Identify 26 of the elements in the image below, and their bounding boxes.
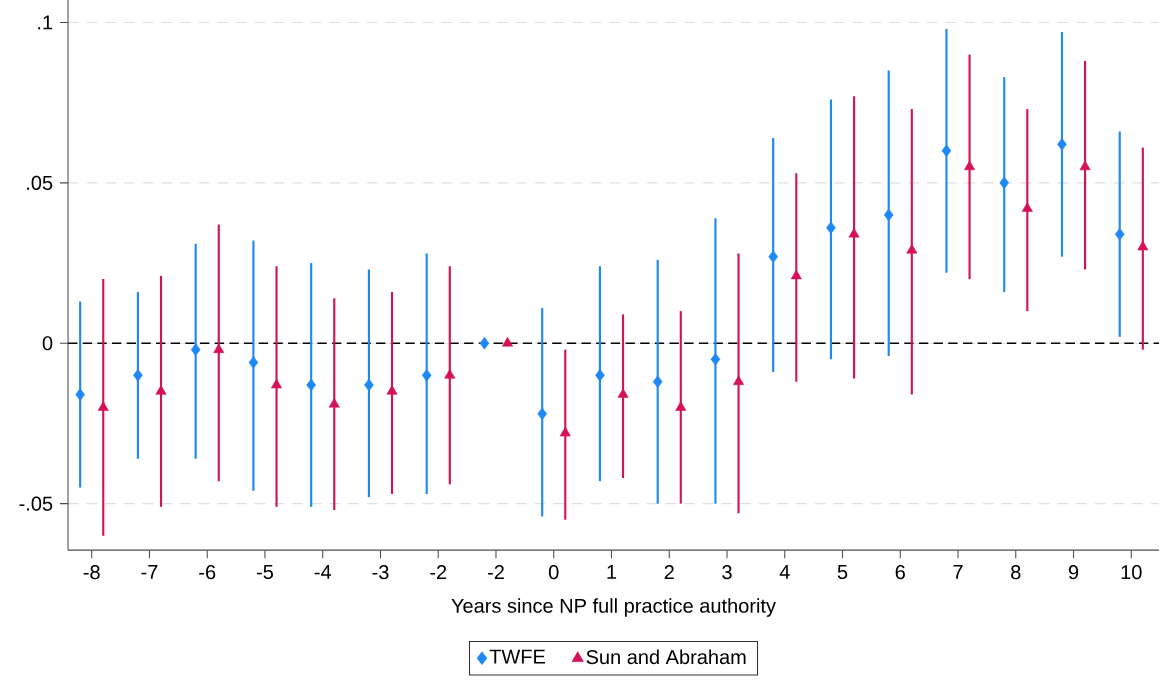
x-tick-label: -4	[314, 565, 332, 579]
y-tick-label: 0	[42, 336, 53, 351]
x-tick-label: 7	[953, 565, 963, 579]
y-tick-label: .1	[38, 15, 53, 30]
x-tick-label: 1	[607, 565, 617, 579]
x-tick-label: -6	[199, 564, 216, 580]
x-tick-label: 4	[779, 565, 790, 579]
y-tick-label: .05	[27, 175, 53, 190]
x-tick-label: -8	[83, 564, 100, 580]
x-tick-label: -2	[430, 564, 447, 579]
x-tick-label: 2	[664, 564, 674, 579]
y-tick-label: -.05	[19, 496, 53, 511]
x-tick-label: -2	[487, 564, 504, 579]
x-tick-label: 6	[895, 564, 905, 580]
x-tick-label: 9	[1068, 564, 1079, 580]
x-tick-label: -5	[256, 565, 274, 579]
x-tick-label: 3	[722, 564, 732, 580]
x-tick-label: -3	[372, 564, 389, 580]
x-tick-label: 5	[837, 565, 848, 579]
legend-label: TWFE	[489, 649, 545, 664]
legend-label: Sun and Abraham	[586, 649, 746, 665]
x-axis-title: Years since NP full practice authority	[451, 598, 776, 617]
x-tick-label: 0	[548, 564, 559, 580]
x-tick-label: 8	[1011, 564, 1021, 580]
x-tick-label: -7	[141, 565, 158, 579]
x-tick-label: 10	[1121, 564, 1142, 580]
